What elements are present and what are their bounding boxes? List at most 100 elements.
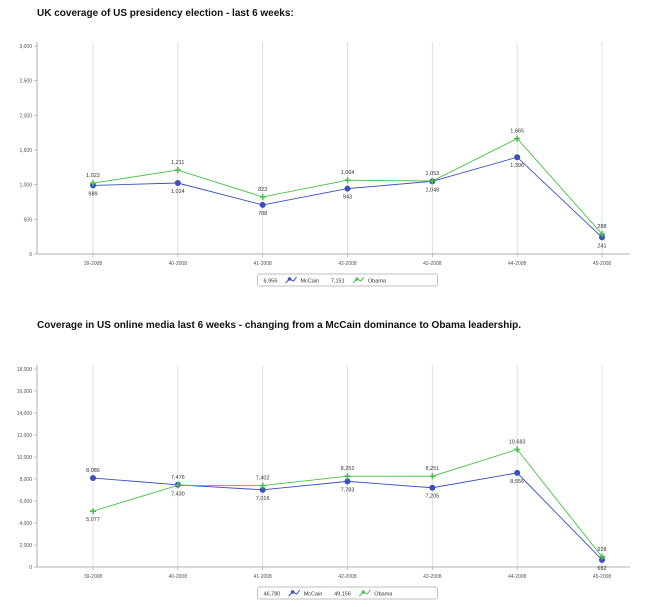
chart-1-title: UK coverage of US presidency election - …: [37, 8, 294, 19]
x-tick-label: 45-2008: [593, 574, 612, 580]
y-tick-label: 6,000: [19, 499, 32, 505]
data-label-mccain: 7,205: [425, 494, 439, 500]
data-label-obama: 1,211: [171, 160, 184, 166]
legend-box: [257, 273, 438, 287]
data-label-mccain: 7,016: [256, 496, 270, 502]
data-point-obama: [599, 231, 605, 238]
data-label-obama: 1,064: [341, 170, 355, 176]
data-point-mccain: [174, 180, 181, 187]
x-tick-label: 44-2008: [508, 261, 527, 267]
data-point-obama: [344, 177, 351, 184]
data-label-mccain: 8,556: [510, 479, 524, 485]
chart-2-svg: 0 2,000 4,000 6,000 8,000 10,000 12,000 14,000 1…: [17, 365, 630, 600]
data-point-obama: [174, 482, 181, 489]
legend-marker-icon: [287, 277, 292, 281]
data-label-obama: 7,430: [171, 491, 185, 497]
data-label-mccain: 943: [343, 195, 352, 201]
data-point-obama: [90, 180, 96, 187]
legend-name-mccain: McCain: [301, 279, 320, 285]
data-point-obama: [259, 482, 266, 489]
data-label-obama: 823: [258, 187, 267, 193]
data-label-mccain: 241: [597, 243, 606, 249]
data-point-mccain: [259, 201, 266, 208]
legend-line-icon: [352, 276, 365, 284]
data-label-mccain: 1,048: [425, 187, 439, 193]
data-label-obama: 928: [597, 547, 606, 553]
data-point-obama: [344, 473, 351, 480]
data-point-obama: [514, 135, 521, 142]
y-tick-label: 2,000: [19, 113, 32, 119]
data-label-mccain: 1,024: [171, 189, 185, 195]
y-tick-label: 8,000: [19, 477, 32, 483]
x-tick-label: 39-2008: [84, 261, 103, 267]
x-tick-label: 39-2008: [84, 574, 103, 580]
data-label-obama: 288: [597, 224, 606, 230]
data-point-mccain: [599, 234, 605, 241]
legend-total-obama: 7,151: [331, 279, 345, 285]
data-label-mccain: 652: [597, 566, 606, 572]
data-point-mccain: [344, 478, 351, 485]
y-tick-label: 500: [24, 217, 33, 223]
data-point-mccain: [344, 185, 351, 192]
data-point-obama: [259, 193, 266, 200]
legend-line-icon: [358, 589, 371, 597]
data-label-mccain: 7,476: [171, 475, 185, 481]
data-point-obama: [90, 508, 96, 515]
data-label-mccain: 708: [258, 211, 267, 217]
x-tick-label: 44-2008: [508, 574, 527, 580]
y-tick-label: 0: [29, 565, 32, 571]
y-tick-label: 10,000: [17, 455, 33, 461]
data-point-obama: [429, 177, 436, 184]
y-tick-label: 18,000: [17, 367, 33, 373]
data-label-obama: 7,402: [256, 476, 270, 482]
data-label-obama: 1,053: [425, 171, 439, 177]
y-tick-label: 1,000: [19, 183, 32, 189]
legend-total-mccain: 6,956: [264, 279, 278, 285]
data-point-obama: [599, 553, 605, 560]
data-label-mccain: 1,396: [510, 163, 524, 169]
data-point-mccain: [90, 475, 96, 482]
data-label-obama: 8,252: [341, 466, 355, 472]
chart-1-svg: 0 500 1,000 1,500 2,000 2,500 3,000 39-2008 40-2…: [19, 42, 630, 287]
legend-marker-icon: [354, 277, 359, 281]
legend-name-obama: Obama: [374, 592, 393, 598]
data-label-obama: 8,251: [425, 466, 439, 472]
y-tick-label: 4,000: [19, 521, 32, 527]
data-point-obama: [514, 446, 521, 453]
legend-marker-icon: [290, 590, 295, 594]
legend-marker-icon: [361, 590, 366, 594]
x-tick-label: 41-2008: [253, 261, 272, 267]
data-point-mccain: [429, 484, 436, 491]
data-label-obama: 10,683: [509, 439, 526, 445]
legend-name-obama: Obama: [368, 279, 387, 285]
legend-name-mccain: McCain: [304, 592, 323, 598]
legend-box: [257, 586, 438, 600]
x-tick-label: 45-2008: [593, 261, 612, 267]
data-label-obama: 1,665: [510, 129, 524, 135]
data-point-obama: [174, 167, 181, 174]
y-tick-label: 14,000: [17, 411, 33, 417]
data-point-mccain: [599, 556, 605, 563]
legend-line-icon: [288, 589, 301, 597]
data-label-obama: 1,022: [86, 173, 100, 179]
y-tick-label: 0: [29, 252, 32, 258]
y-tick-label: 3,000: [19, 44, 32, 50]
y-tick-label: 16,000: [17, 389, 33, 395]
x-tick-label: 43-2008: [423, 574, 442, 580]
y-tick-label: 12,000: [17, 433, 33, 439]
data-point-obama: [429, 473, 436, 480]
x-tick-label: 42-2008: [338, 261, 357, 267]
x-tick-label: 40-2008: [169, 574, 188, 580]
legend-line-icon: [285, 276, 297, 284]
y-tick-label: 2,500: [19, 79, 32, 85]
data-label-mccain: 8,086: [86, 468, 100, 474]
y-tick-label: 1,500: [19, 148, 32, 154]
data-label-obama: 5,077: [86, 517, 100, 523]
y-tick-label: 2,000: [19, 543, 32, 549]
data-point-mccain: [514, 469, 521, 476]
data-label-mccain: 7,783: [341, 487, 355, 493]
legend-total-mccain: 46,780: [264, 592, 281, 598]
data-label-mccain: 989: [88, 191, 97, 197]
x-tick-label: 40-2008: [169, 261, 188, 267]
legend-total-obama: 49,156: [334, 592, 351, 598]
